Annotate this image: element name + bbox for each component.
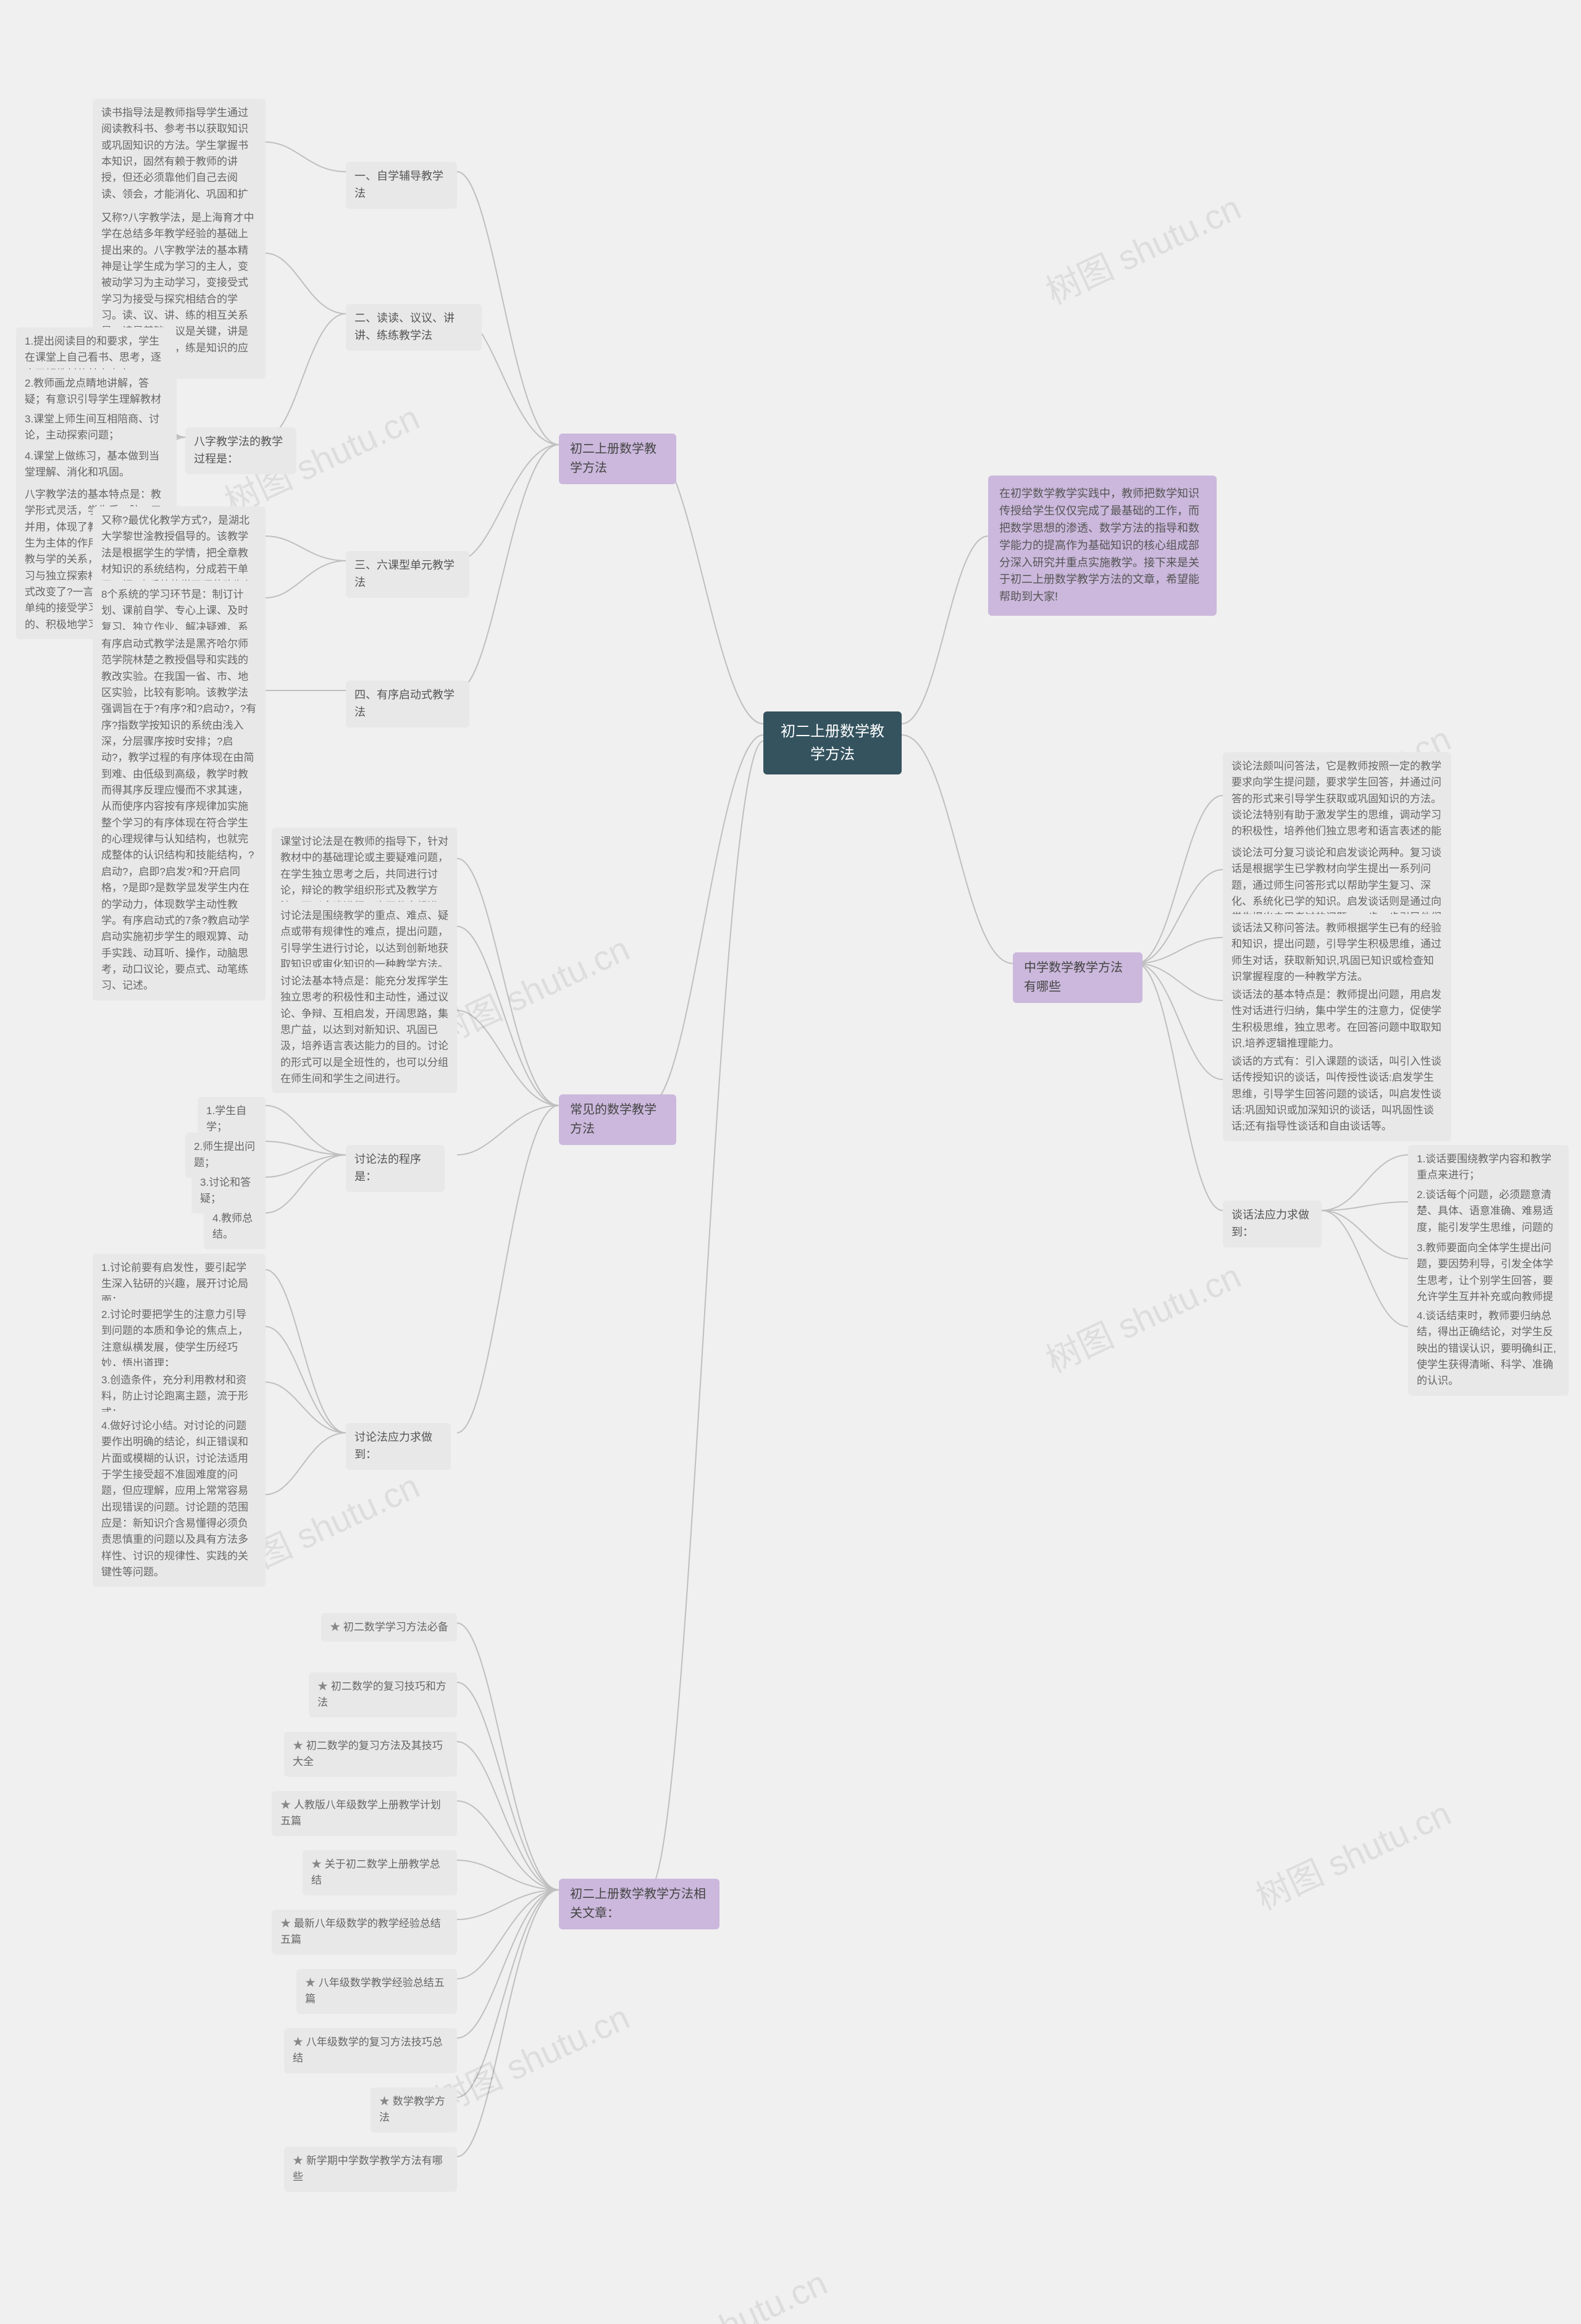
a-b4-leaf: 有序启动式教学法是黑齐哈尔师范学院林楚之教授倡导和实践的教改实验。在我国一省、市… (93, 630, 266, 1000)
c-item-7: 八年级数学教学经验总结五篇 (296, 1969, 457, 2014)
b-order-4: 4.教师总结。 (204, 1204, 266, 1249)
a-b2-sub-title: 八字教学法的教学过程是： (185, 427, 296, 474)
intro-card: 在初学数学教学实践中，教师把数学知识传授给学生仅仅完成了最基础的工作，而把数学思… (988, 476, 1217, 616)
c-item-10: 新学期中学数学教学方法有哪些 (284, 2147, 457, 2192)
c-item-3: 初二数学的复习方法及其技巧大全 (284, 1732, 457, 1777)
a-b1-title: 一、自学辅导教学法 (346, 162, 457, 209)
secD-p3: 谈话法又称问答法。教师根据学生已有的经验和知识，提出问题，引导学生积极思维，通过… (1223, 914, 1451, 991)
b-req-title: 讨论法应力求做到： (346, 1423, 451, 1470)
c-item-9: 数学教学方法 (371, 2087, 457, 2133)
b-order-title: 讨论法的程序是： (346, 1145, 445, 1192)
root-node: 初二上册数学教学方法 (763, 711, 902, 774)
section-a-title: 初二上册数学教学方法 (559, 434, 676, 484)
c-item-5: 关于初二数学上册教学总结 (303, 1850, 457, 1895)
secD-p4: 谈话法的基本特点是：教师提出问题，用启发性对话进行归纳，集中学生的注意力，促使学… (1223, 981, 1451, 1058)
secD-p5: 谈话的方式有：引入课题的谈话，叫引入性谈话传授知识的谈话，叫传授性谈话:启发学生… (1223, 1047, 1451, 1141)
section-b-title: 常见的数学教学方法 (559, 1094, 676, 1145)
c-item-4: 人教版八年级数学上册教学计划五篇 (272, 1791, 457, 1836)
section-d-title: 中学数学教学方法有哪些 (1013, 952, 1143, 1003)
c-item-1: 初二数学学习方法必备 (321, 1613, 457, 1642)
a-b4-title: 四、有序启动式教学法 (346, 681, 469, 728)
a-b2-title: 二、读读、议议、讲讲、练练教学法 (346, 304, 482, 351)
c-item-8: 八年级数学的复习方法技巧总结 (284, 2028, 457, 2073)
secD-req-4: 4.谈话结束时，教师要归纳总结，得出正确结论，对学生反映出的错误认识，要明确纠正… (1408, 1302, 1569, 1396)
c-item-2: 初二数学的复习技巧和方法 (309, 1672, 457, 1718)
b-req-4: 4.做好讨论小结。对讨论的问题要作出明确的结论，纠正错误和片面或模糊的认识，讨论… (93, 1412, 266, 1587)
c-item-6: 最新八年级数学的教学经验总结五篇 (272, 1910, 457, 1955)
secD-req-title: 谈话法应力求做到： (1223, 1201, 1322, 1248)
b-p3: 讨论法基本特点是：能充分发挥学生独立思考的积极性和主动性，通过议论、争辩、互相启… (272, 967, 457, 1093)
a-b3-title: 三、六课型单元教学法 (346, 551, 469, 598)
section-c-title: 初二上册数学教学方法相关文章： (559, 1879, 719, 1929)
